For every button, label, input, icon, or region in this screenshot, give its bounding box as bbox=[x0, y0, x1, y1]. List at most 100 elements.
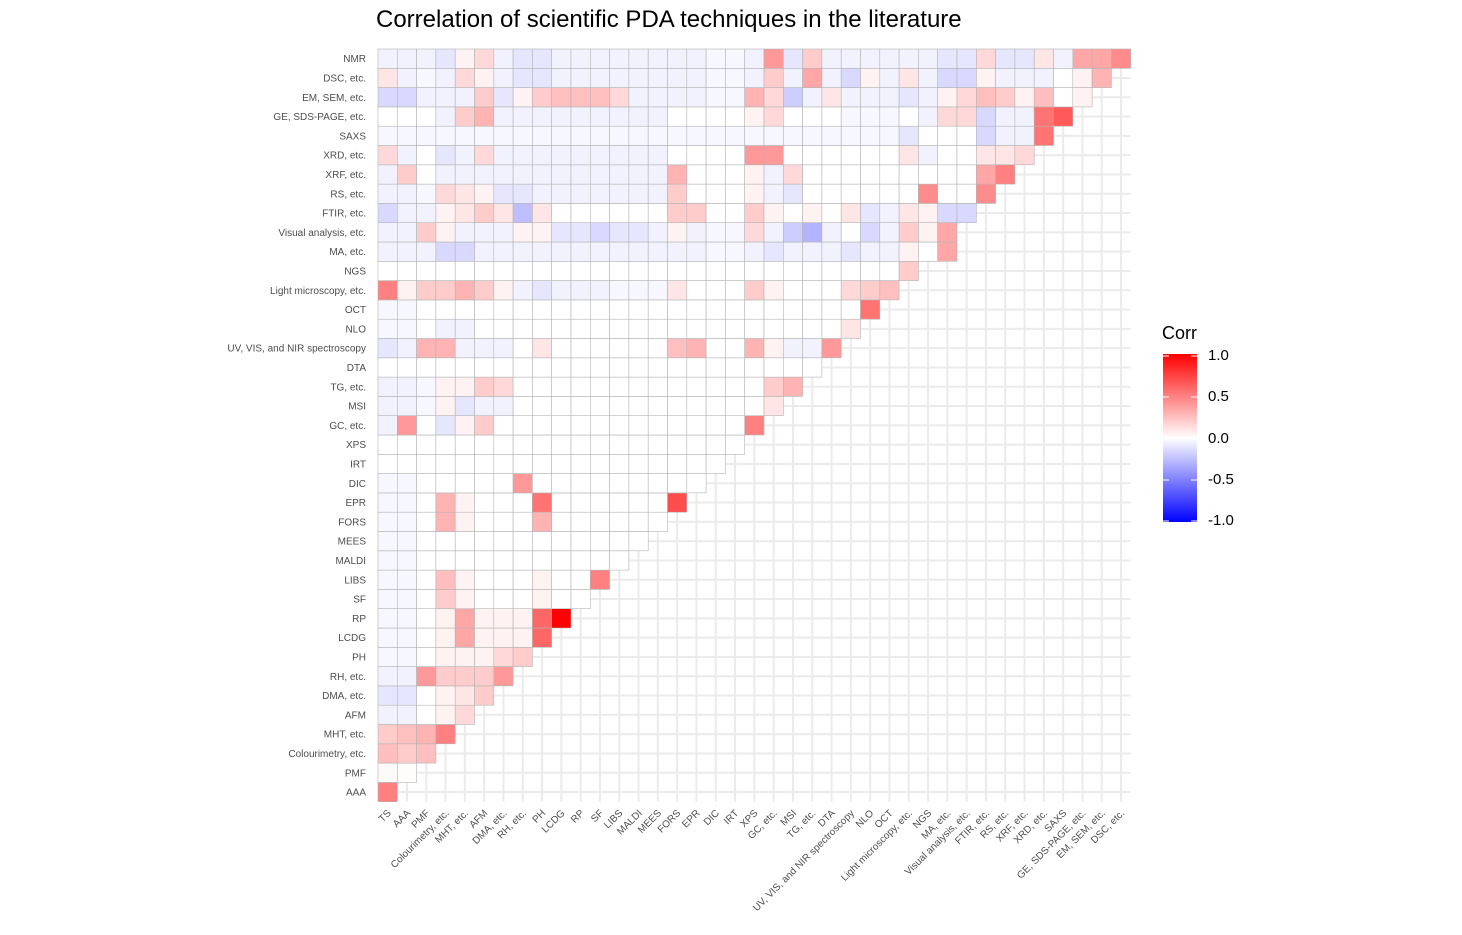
heatmap-cell bbox=[532, 453, 553, 474]
heatmap-cell bbox=[918, 106, 939, 127]
heatmap-cell bbox=[918, 222, 939, 243]
heatmap-cell bbox=[512, 569, 533, 590]
heatmap-cell bbox=[725, 203, 746, 223]
heatmap-cell bbox=[589, 453, 610, 474]
heatmap-cell bbox=[667, 453, 688, 474]
heatmap-cell bbox=[647, 87, 668, 108]
heatmap-cell bbox=[570, 222, 591, 243]
heatmap-cell bbox=[512, 145, 533, 166]
heatmap-cell bbox=[609, 376, 630, 397]
heatmap-cell bbox=[763, 357, 784, 378]
heatmap-cell bbox=[570, 531, 591, 552]
heatmap-cell bbox=[551, 260, 572, 281]
heatmap-cell bbox=[686, 164, 707, 185]
heatmap-cell bbox=[532, 376, 553, 397]
heatmap-cell bbox=[763, 145, 784, 166]
heatmap-cell bbox=[396, 531, 417, 552]
heatmap-cell bbox=[744, 280, 765, 301]
heatmap-cell bbox=[551, 434, 572, 455]
heatmap-cell bbox=[396, 762, 417, 783]
heatmap-cell bbox=[686, 87, 707, 108]
heatmap-cell bbox=[435, 106, 456, 127]
heatmap-cell bbox=[396, 492, 417, 513]
heatmap-cell bbox=[377, 492, 398, 513]
heatmap-cell bbox=[667, 299, 688, 320]
heatmap-cell bbox=[377, 260, 398, 281]
heatmap-cell bbox=[416, 376, 437, 397]
heatmap-cell bbox=[570, 203, 591, 223]
heatmap-cell bbox=[898, 145, 919, 166]
heatmap-cell bbox=[474, 338, 495, 359]
heatmap-cell bbox=[532, 48, 553, 69]
heatmap-cell bbox=[474, 511, 495, 532]
heatmap-cell bbox=[377, 280, 398, 301]
heatmap-cell bbox=[589, 241, 610, 262]
heatmap-cell bbox=[918, 48, 939, 69]
heatmap-cell bbox=[918, 87, 939, 108]
heatmap-cell bbox=[512, 531, 533, 552]
heatmap-cell bbox=[570, 396, 591, 416]
y-axis-label: MSI bbox=[348, 402, 366, 413]
heatmap-cell bbox=[589, 48, 610, 69]
heatmap-cell bbox=[860, 106, 881, 127]
heatmap-cell bbox=[725, 280, 746, 301]
y-axis-label: RS, etc. bbox=[330, 189, 366, 200]
heatmap-cell bbox=[377, 762, 398, 783]
heatmap-cell bbox=[763, 48, 784, 69]
heatmap-cell bbox=[377, 203, 398, 223]
heatmap-cell bbox=[782, 376, 803, 397]
y-axis-label: SAXS bbox=[339, 131, 366, 142]
heatmap-cell bbox=[975, 164, 996, 185]
heatmap-cell bbox=[1053, 48, 1074, 69]
heatmap-cell bbox=[435, 453, 456, 474]
heatmap-cell bbox=[474, 646, 495, 667]
heatmap-cell bbox=[1033, 125, 1054, 146]
heatmap-cell bbox=[454, 531, 475, 552]
heatmap-cell bbox=[705, 164, 726, 185]
heatmap-cell bbox=[705, 241, 726, 262]
heatmap-cell bbox=[454, 338, 475, 359]
heatmap-cell bbox=[416, 125, 437, 146]
heatmap-cell bbox=[570, 589, 591, 610]
heatmap-cell bbox=[377, 511, 398, 532]
heatmap-cell bbox=[802, 145, 823, 166]
heatmap-cell bbox=[435, 550, 456, 571]
heatmap-cell bbox=[898, 87, 919, 108]
heatmap-cell bbox=[782, 164, 803, 185]
heatmap-cell bbox=[744, 357, 765, 378]
heatmap-cell bbox=[416, 569, 437, 590]
heatmap-cell bbox=[454, 125, 475, 146]
heatmap-cell bbox=[416, 241, 437, 262]
heatmap-cell bbox=[551, 492, 572, 513]
heatmap-cell bbox=[628, 453, 649, 474]
heatmap-cell bbox=[435, 280, 456, 301]
heatmap-cell bbox=[1033, 106, 1054, 127]
heatmap-cell bbox=[512, 125, 533, 146]
heatmap-cell bbox=[416, 396, 437, 416]
heatmap-cell bbox=[396, 511, 417, 532]
heatmap-cell bbox=[879, 106, 900, 127]
heatmap-cell bbox=[532, 87, 553, 108]
heatmap-cell bbox=[647, 453, 668, 474]
heatmap-cell bbox=[589, 415, 610, 436]
heatmap-cell bbox=[493, 280, 514, 301]
heatmap-cell bbox=[725, 318, 746, 339]
heatmap-cell bbox=[647, 299, 668, 320]
heatmap-cell bbox=[628, 338, 649, 359]
heatmap-cell bbox=[705, 376, 726, 397]
heatmap-cell bbox=[416, 87, 437, 108]
heatmap-cell bbox=[840, 183, 861, 204]
heatmap-cell bbox=[782, 241, 803, 262]
heatmap-cell bbox=[396, 241, 417, 262]
heatmap-cell bbox=[609, 473, 630, 494]
heatmap-cell bbox=[435, 68, 456, 88]
heatmap-cell bbox=[667, 415, 688, 436]
y-axis-label: OCT bbox=[345, 305, 366, 316]
heatmap-cell bbox=[667, 473, 688, 494]
heatmap-cell bbox=[879, 241, 900, 262]
heatmap-cell bbox=[898, 106, 919, 127]
heatmap-cell bbox=[493, 434, 514, 455]
heatmap-cell bbox=[454, 473, 475, 494]
heatmap-cell bbox=[609, 260, 630, 281]
heatmap-cell bbox=[705, 299, 726, 320]
